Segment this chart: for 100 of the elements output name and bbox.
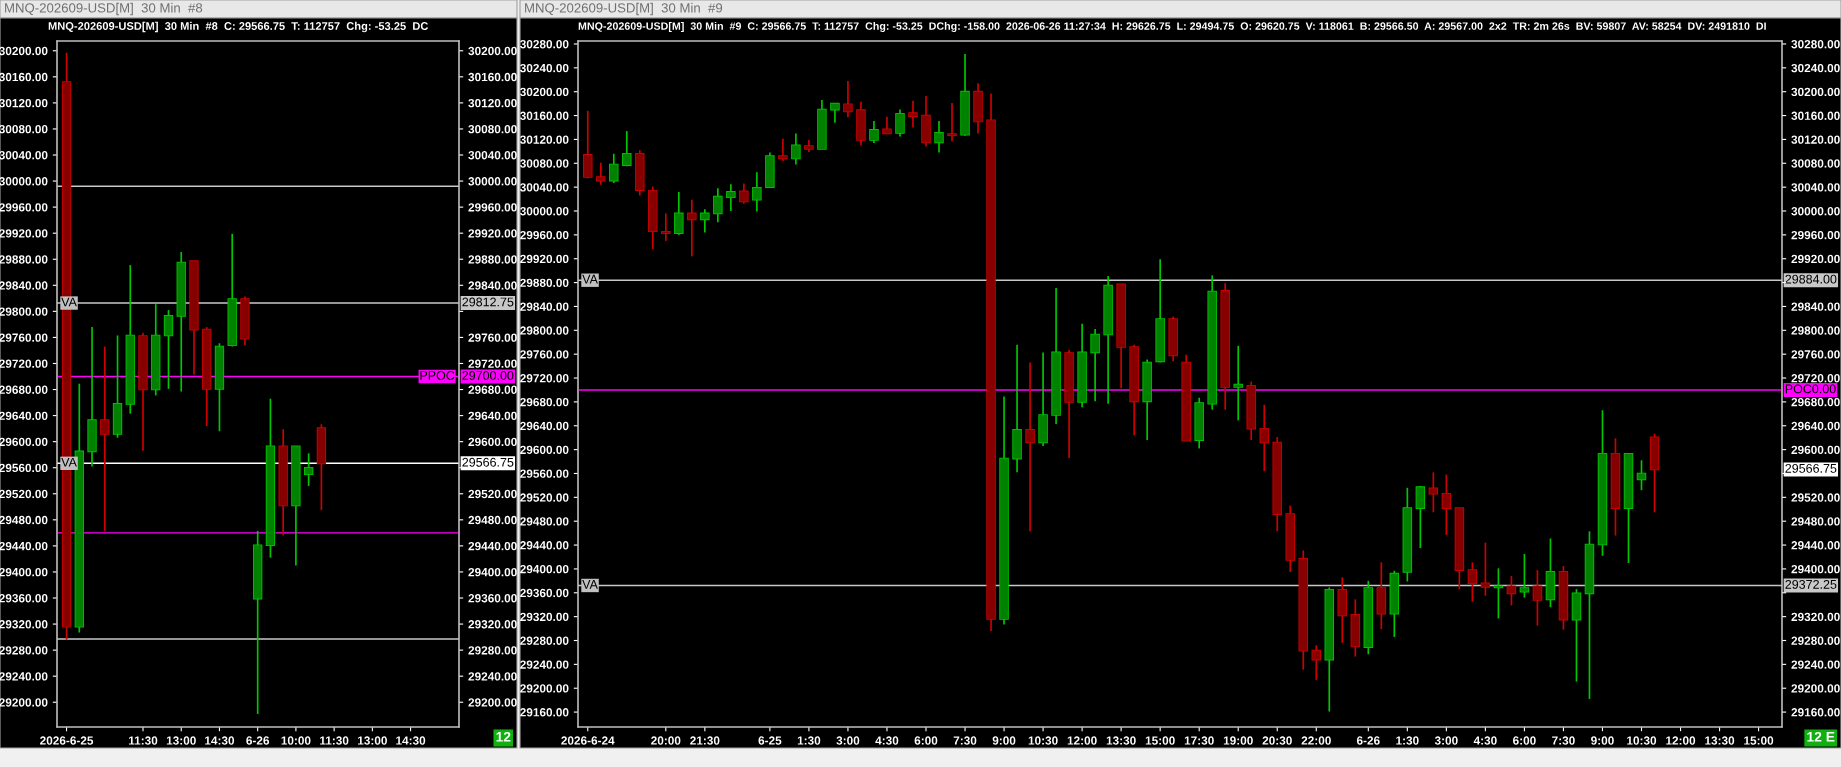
annotation: VA [61,457,77,467]
candlestick [895,108,905,138]
text: 12 [496,731,511,742]
x-tick-label: 10:30 [1627,736,1657,745]
x-tick-label: 14:30 [396,736,426,745]
candlestick [726,183,736,212]
annotation: PPOC [420,371,455,380]
x-tick-label: 6-25 [758,736,782,745]
y-tick-label: 30200.00 [520,87,569,97]
y-tick-label: 29920.00 [520,254,569,264]
y2-tick-label: 30200.00 [468,46,517,56]
y2-tick-label: 29480.00 [468,515,517,525]
chart-title: MNQ-202609-USD[M] 30 Min #9 [525,2,723,16]
candlestick [1519,553,1530,599]
y2-tick-label: 29920.00 [1791,254,1840,264]
candlestick [869,120,879,144]
x-tick-label: 14:30 [205,736,235,745]
y-tick-label: 29400.00 [0,567,48,577]
candlestick [687,198,697,258]
y2-tick-label: 30120.00 [1791,135,1840,144]
text: 29566.75 [1785,463,1837,473]
y-tick-label: 29760.00 [520,350,569,359]
y2-tick-label: 29320.00 [468,620,517,629]
y2-tick-label: 29240.00 [468,672,517,681]
y2-tick-label: 29520.00 [1791,493,1840,502]
y2-tick-label: 29400.00 [1791,564,1840,574]
x-tick-label: 2026-6-25 [40,736,94,745]
x-tick-label: 3:00 [1434,736,1458,745]
y2-tick-label: 30200.00 [1791,87,1840,97]
y-tick-label: 29160.00 [520,708,569,717]
y2-tick-label: 29400.00 [468,567,517,577]
y-tick-label: 29640.00 [0,411,48,420]
candlestick [1480,541,1491,597]
x-tick-label: 15:00 [1145,736,1175,745]
y2-tick-label: 29880.00 [468,255,517,264]
y-tick-label: 29760.00 [0,333,48,342]
y2-tick-label: 29600.00 [1791,445,1840,455]
y-tick-label: 29280.00 [0,646,48,655]
x-tick-label: 12:00 [1067,736,1097,745]
candlestick [100,345,110,532]
x-tick-label: 21:30 [690,736,720,745]
y2-tick-label: 29760.00 [1791,350,1840,359]
y2-tick-label: 30080.00 [1791,159,1840,168]
x-tick-label: 11:30 [320,736,349,745]
y-tick-label: 29720.00 [0,359,48,368]
x-tick-label: 7:30 [1552,736,1575,745]
candlestick [1467,561,1478,603]
x-tick-label: 10:30 [1028,736,1058,745]
x-tick-label: 4:30 [875,736,899,745]
x-tick-label: 7:30 [953,736,977,745]
candlestick [752,171,762,213]
x-tick-label: 12:00 [1666,736,1696,745]
candlestick [713,187,723,224]
candlestick [1090,328,1100,403]
y2-tick-label: 29640.00 [1791,421,1840,431]
y2-tick-label: 29720.00 [468,359,517,368]
y2-tick-label: 29440.00 [468,541,517,551]
x-tick-label: 10:00 [281,736,311,745]
y-tick-label: 30120.00 [0,98,48,108]
y-tick-label: 29240.00 [0,672,48,681]
x-tick-label: 20:30 [1262,736,1292,745]
y-tick-label: 30280.00 [520,40,569,49]
x-tick-label: 6:00 [1513,736,1536,745]
y-tick-label: 29280.00 [520,636,569,645]
x-tick-label: 13:30 [1705,736,1735,745]
y-tick-label: 29600.00 [0,437,48,447]
y2-tick-label: 30120.00 [468,98,517,108]
y-tick-label: 29920.00 [0,229,48,238]
candlestick [622,130,632,168]
y2-tick-label: 29640.00 [468,411,517,420]
y2-tick-label: 30040.00 [1791,183,1840,192]
y2-tick-label: 29960.00 [1791,230,1840,240]
y-tick-label: 30120.00 [520,135,569,144]
y-tick-label: 30160.00 [0,72,48,82]
y2-tick-label: 29960.00 [468,203,517,212]
x-tick-label: 3:00 [836,736,860,745]
x-tick-label: 13:00 [166,736,196,745]
x-tick-label: 15:00 [1744,736,1774,745]
x-tick-label: 2026-6-24 [561,736,615,745]
candlestick [583,109,593,180]
y2-tick-label: 29720.00 [1791,374,1840,383]
y2-tick-label: 29840.00 [1791,302,1840,311]
y-tick-label: 29880.00 [520,278,569,287]
y-tick-label: 29840.00 [0,281,48,290]
y-tick-label: 29680.00 [520,397,569,407]
x-tick-label: 19:00 [1223,736,1253,745]
annotation: VA [61,297,77,307]
x-tick-label: 11:30 [128,736,158,745]
y2-tick-label: 29200.00 [468,698,517,707]
x-tick-label: 13:00 [358,736,387,745]
y-tick-label: 29240.00 [520,660,569,669]
y-tick-label: 29480.00 [520,517,569,526]
y2-tick-label: 29680.00 [1791,397,1840,407]
candlestick [830,102,840,124]
y2-tick-label: 30000.00 [468,177,517,186]
y-tick-label: 30200.00 [0,46,48,56]
y-tick-label: 29480.00 [0,515,48,525]
y2-tick-label: 29760.00 [468,333,517,342]
y2-tick-label: 29600.00 [468,437,517,447]
x-tick-label: 1:30 [1396,736,1419,745]
